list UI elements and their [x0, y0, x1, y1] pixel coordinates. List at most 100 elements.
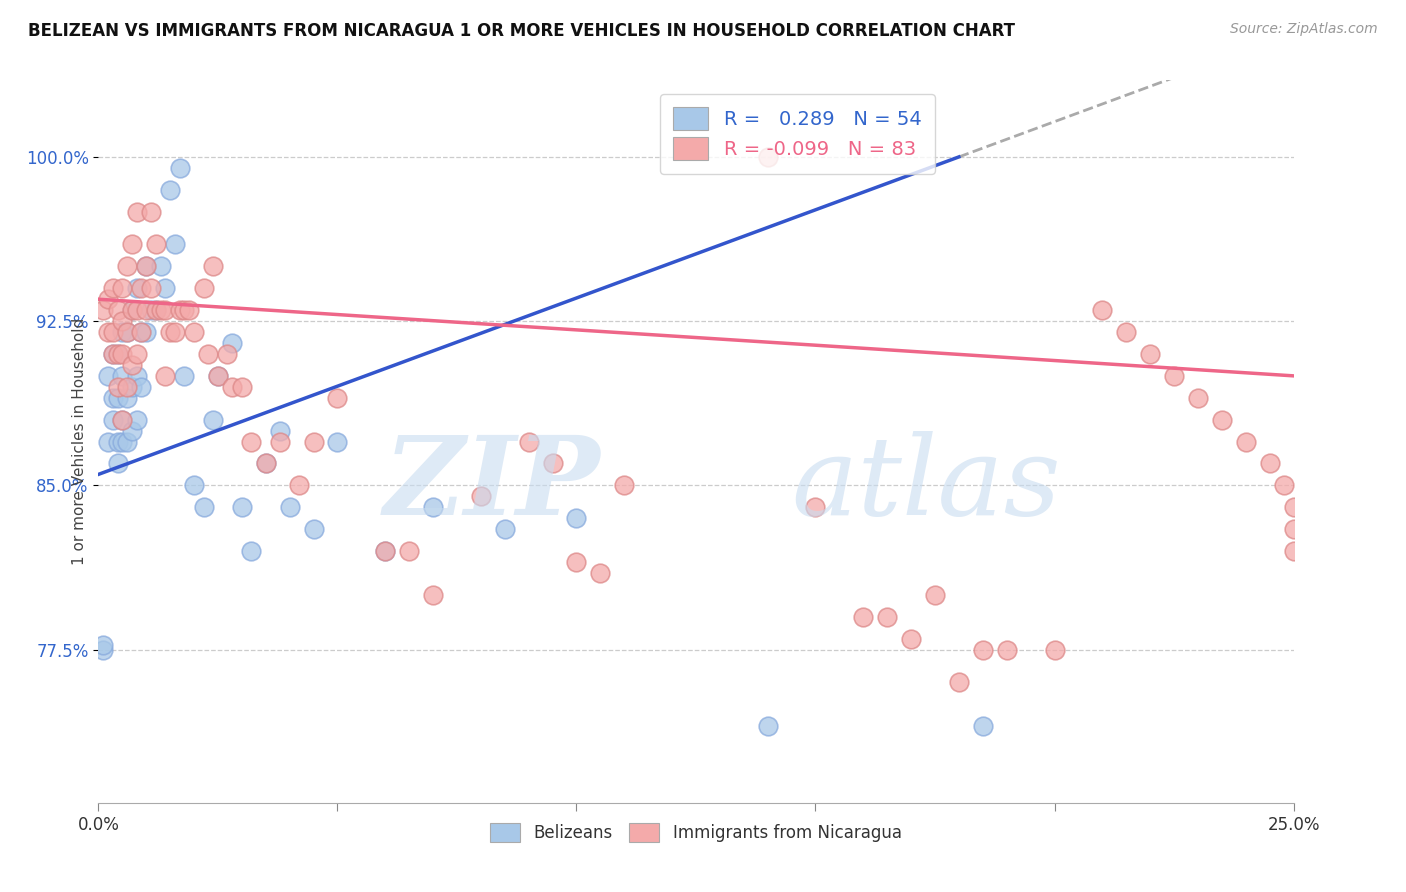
Point	[269, 424, 291, 438]
Point	[115, 391, 138, 405]
Point	[125, 368, 148, 383]
Point	[207, 368, 229, 383]
Point	[121, 303, 143, 318]
Point	[111, 412, 134, 426]
Point	[121, 380, 143, 394]
Point	[231, 500, 253, 515]
Point	[302, 434, 325, 449]
Point	[121, 424, 143, 438]
Point	[179, 303, 201, 318]
Text: atlas: atlas	[792, 431, 1062, 539]
Point	[326, 434, 349, 449]
Point	[613, 478, 636, 492]
Point	[149, 260, 172, 274]
Point	[1272, 478, 1295, 492]
Point	[115, 380, 138, 394]
Point	[97, 368, 120, 383]
Point	[145, 303, 167, 318]
Point	[422, 500, 444, 515]
Point	[111, 281, 134, 295]
Point	[589, 566, 612, 580]
Point	[326, 391, 349, 405]
Point	[97, 325, 120, 339]
Point	[91, 638, 114, 652]
Point	[155, 303, 177, 318]
Point	[1234, 434, 1257, 449]
Point	[217, 347, 239, 361]
Point	[876, 609, 898, 624]
Point	[149, 303, 172, 318]
Point	[288, 478, 311, 492]
Point	[197, 347, 219, 361]
Point	[169, 303, 191, 318]
Point	[131, 380, 153, 394]
Point	[107, 391, 129, 405]
Point	[1115, 325, 1137, 339]
Point	[159, 183, 181, 197]
Point	[107, 434, 129, 449]
Point	[125, 204, 148, 219]
Point	[924, 588, 946, 602]
Point	[202, 412, 225, 426]
Point	[207, 368, 229, 383]
Point	[107, 347, 129, 361]
Point	[107, 303, 129, 318]
Point	[1282, 522, 1305, 536]
Point	[254, 457, 277, 471]
Point	[221, 380, 243, 394]
Point	[125, 281, 148, 295]
Text: BELIZEAN VS IMMIGRANTS FROM NICARAGUA 1 OR MORE VEHICLES IN HOUSEHOLD CORRELATIO: BELIZEAN VS IMMIGRANTS FROM NICARAGUA 1 …	[28, 22, 1015, 40]
Point	[565, 511, 588, 525]
Point	[1187, 391, 1209, 405]
Point	[135, 325, 157, 339]
Point	[125, 412, 148, 426]
Point	[135, 260, 157, 274]
Point	[131, 325, 153, 339]
Point	[173, 368, 195, 383]
Point	[111, 434, 134, 449]
Point	[852, 609, 875, 624]
Point	[131, 281, 153, 295]
Point	[121, 237, 143, 252]
Point	[1282, 544, 1305, 558]
Point	[948, 675, 970, 690]
Point	[173, 303, 195, 318]
Point	[972, 642, 994, 657]
Point	[155, 368, 177, 383]
Point	[240, 434, 263, 449]
Point	[135, 260, 157, 274]
Point	[163, 325, 186, 339]
Point	[221, 336, 243, 351]
Point	[1139, 347, 1161, 361]
Point	[183, 478, 205, 492]
Point	[145, 303, 167, 318]
Point	[193, 500, 215, 515]
Point	[541, 457, 564, 471]
Point	[995, 642, 1018, 657]
Point	[494, 522, 516, 536]
Point	[111, 314, 134, 328]
Point	[374, 544, 396, 558]
Point	[1163, 368, 1185, 383]
Point	[139, 281, 162, 295]
Text: ZIP: ZIP	[384, 431, 600, 539]
Point	[565, 555, 588, 569]
Point	[139, 204, 162, 219]
Point	[756, 719, 779, 733]
Point	[278, 500, 301, 515]
Point	[254, 457, 277, 471]
Legend: Belizeans, Immigrants from Nicaragua: Belizeans, Immigrants from Nicaragua	[484, 816, 908, 848]
Point	[972, 719, 994, 733]
Point	[115, 260, 138, 274]
Point	[202, 260, 225, 274]
Point	[1211, 412, 1233, 426]
Point	[1091, 303, 1114, 318]
Point	[398, 544, 420, 558]
Point	[169, 161, 191, 175]
Point	[756, 150, 779, 164]
Point	[422, 588, 444, 602]
Point	[231, 380, 253, 394]
Point	[101, 325, 124, 339]
Point	[193, 281, 215, 295]
Point	[91, 642, 114, 657]
